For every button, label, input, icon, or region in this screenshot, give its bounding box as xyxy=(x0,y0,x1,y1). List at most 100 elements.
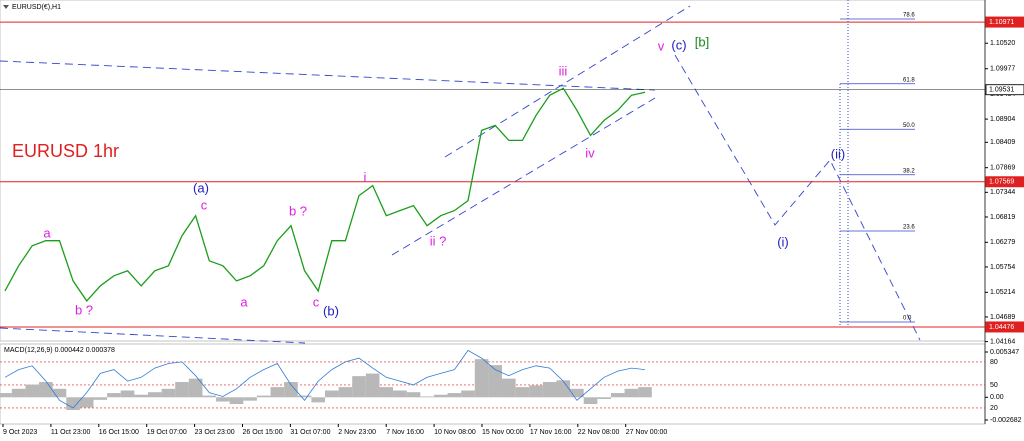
x-tick-label: 23 Oct 23:00 xyxy=(195,429,235,436)
wave-label: a xyxy=(240,294,248,309)
macd-bar xyxy=(624,388,639,398)
x-tick-label: 19 Oct 07:00 xyxy=(147,429,187,436)
macd-bar xyxy=(570,388,584,398)
x-tick-label: 31 Oct 07:00 xyxy=(290,429,330,436)
macd-bar xyxy=(93,397,108,400)
macd-bar xyxy=(39,382,53,398)
macd-bar xyxy=(638,387,652,398)
macd-bar xyxy=(406,392,421,398)
macd-bar xyxy=(52,388,67,398)
fib-label: 38.2 xyxy=(903,168,915,174)
macd-bar xyxy=(284,382,298,398)
osc-level-label: 50 xyxy=(990,382,998,389)
price-tag xyxy=(985,321,1024,333)
macd-bar xyxy=(433,394,448,398)
fib-verticals xyxy=(839,0,849,326)
wave-label: ii ? xyxy=(430,233,447,248)
macd-bar xyxy=(107,393,121,398)
macd-bar xyxy=(325,390,339,398)
y-tick-label: 1.05214 xyxy=(990,289,1015,296)
macd-bar xyxy=(188,378,203,398)
macd-bar xyxy=(474,359,489,398)
macd-label: MACD(12,26,9) 0.000442 0.000378 xyxy=(4,347,115,354)
x-tick-label: 11 Oct 23:00 xyxy=(51,429,91,436)
macd-bar xyxy=(610,393,625,398)
price-tag-label: 1.10971 xyxy=(989,19,1014,26)
macd-bar xyxy=(216,397,230,402)
wave-label: (c) xyxy=(671,37,686,52)
x-tick-label: 22 Nov 08:00 xyxy=(578,429,620,436)
y-tick-label: 1.05754 xyxy=(990,264,1015,271)
fib-label: 0.0 xyxy=(903,316,912,322)
osc-level-label: 20 xyxy=(990,405,998,412)
x-tick-label: 9 Oct 2023 xyxy=(3,429,37,436)
macd-bar xyxy=(352,376,366,398)
wave-label: (i) xyxy=(777,234,789,249)
macd-bar xyxy=(11,388,26,398)
macd-bar xyxy=(202,395,217,398)
macd-bar xyxy=(393,390,407,398)
price-tag xyxy=(985,84,1024,96)
macd-bar xyxy=(583,397,598,405)
wave-label: i xyxy=(364,169,367,184)
y-tick-label: 1.06279 xyxy=(990,239,1015,246)
y-tick-label: 1.08409 xyxy=(990,139,1015,146)
macd-bar xyxy=(515,387,530,398)
menu-arrow xyxy=(3,5,9,9)
macd-bar xyxy=(256,395,271,398)
y-tick-label: 1.07344 xyxy=(990,189,1015,196)
macd-bar xyxy=(338,387,353,398)
macd-bar xyxy=(311,397,325,403)
fib-label: 61.8 xyxy=(903,77,915,83)
x-tick-label: 17 Nov 16:00 xyxy=(530,429,572,436)
osc-level-label: 80 xyxy=(990,359,998,366)
macd-bar xyxy=(243,397,257,401)
fib-label: 23.6 xyxy=(903,225,915,231)
y-tick-label: 1.09977 xyxy=(990,66,1015,73)
macd-bar xyxy=(66,397,80,410)
x-tick-label: 7 Nov 16:00 xyxy=(386,429,424,436)
wave-label: iv xyxy=(585,145,595,160)
trend-lines xyxy=(0,5,921,344)
macd-bar xyxy=(175,382,189,398)
macd-bar xyxy=(542,382,557,398)
chart-title: EURUSD 1hr xyxy=(12,141,119,161)
fib-label: 78.6 xyxy=(903,13,915,19)
y-tick-label: 1.04164 xyxy=(990,338,1015,345)
macd-bar xyxy=(488,365,503,398)
macd-bar xyxy=(270,387,285,398)
price-tag-label: 1.07569 xyxy=(989,179,1014,186)
macd-bar xyxy=(229,397,244,405)
wave-label: iii xyxy=(559,63,568,78)
fib-label: 50.0 xyxy=(903,123,915,129)
wave-label: [b] xyxy=(695,34,709,49)
wave-label: (ii) xyxy=(831,146,845,161)
macd-tick-label: 0.00 xyxy=(990,394,1004,401)
y-tick-label: 1.07869 xyxy=(990,165,1015,172)
wave-label: (a) xyxy=(193,180,209,195)
macd-bar xyxy=(597,397,611,399)
y-tick-label: 1.10520 xyxy=(990,40,1015,47)
main-pane xyxy=(0,0,986,342)
price-tag xyxy=(985,16,1024,28)
x-tick-label: 26 Oct 15:00 xyxy=(243,429,283,436)
osc-line xyxy=(4,349,646,409)
wave-label: b ? xyxy=(75,302,93,317)
macd-bar xyxy=(161,388,176,398)
price-tag-label: 1.04476 xyxy=(989,324,1014,331)
price-tag xyxy=(985,176,1024,188)
macd-bar xyxy=(0,393,12,398)
macd-bar xyxy=(79,397,94,408)
y-tick-label: 1.08904 xyxy=(990,116,1015,123)
macd-bar xyxy=(365,373,380,398)
wave-label: c xyxy=(201,197,208,212)
x-tick-label: 16 Oct 15:00 xyxy=(99,429,139,436)
macd-bar xyxy=(502,378,516,398)
y-tick-label: 1.06819 xyxy=(990,214,1015,221)
macd-tick-label: 0.005347 xyxy=(990,349,1019,356)
x-tick-label: 27 Nov 00:00 xyxy=(626,429,668,436)
symbol: EURUSD(€),H1 xyxy=(12,4,61,11)
price-tag-label: 1.09531 xyxy=(989,87,1014,94)
wave-label: (b) xyxy=(323,303,339,318)
